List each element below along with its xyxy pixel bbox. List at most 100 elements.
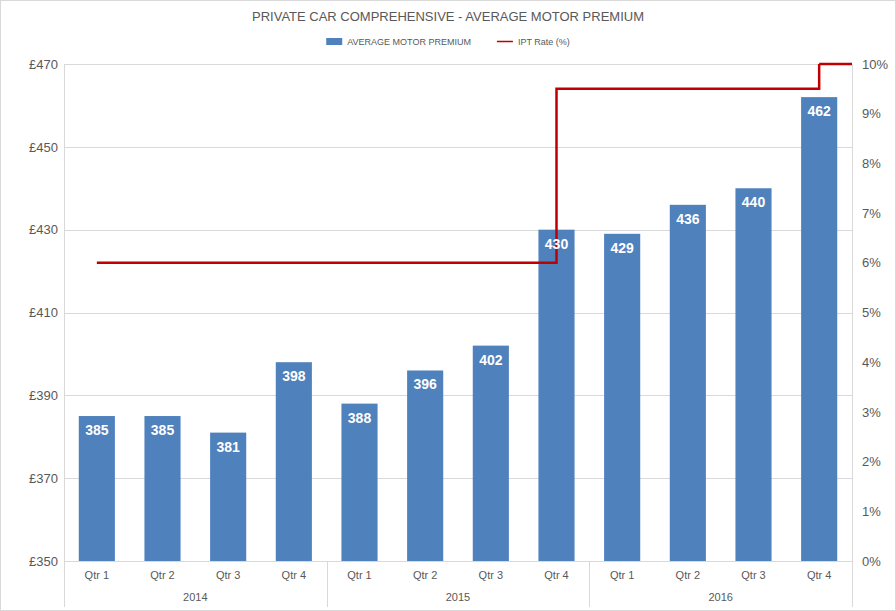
- x-tick: Qtr 2: [413, 561, 437, 581]
- y2-tick-label: 8%: [862, 156, 881, 171]
- legend-item: IPT Rate (%): [497, 37, 570, 47]
- x-tick: Qtr 1: [610, 561, 634, 581]
- grid-line: [64, 478, 852, 479]
- x-tick: Qtr 4: [807, 561, 831, 581]
- bar: [79, 416, 115, 561]
- data-label: 429: [610, 240, 634, 256]
- bar: [538, 230, 574, 561]
- legend-swatch: [326, 38, 342, 45]
- x-tick: Qtr 1: [347, 561, 371, 581]
- chart-border: [1, 1, 896, 611]
- bar: [276, 362, 312, 561]
- y-tick: £430: [29, 222, 64, 237]
- y2-tick-label: 10%: [862, 57, 888, 72]
- data-label: 388: [348, 410, 372, 426]
- x-tick-label: Qtr 2: [413, 569, 437, 581]
- legend-label: AVERAGE MOTOR PREMIUM: [347, 37, 471, 47]
- grid-line: [64, 147, 852, 148]
- x-tick-label: Qtr 1: [610, 569, 634, 581]
- x-tick: Qtr 4: [544, 561, 568, 581]
- y-tick-label: £410: [29, 305, 58, 320]
- y2-tick-label: 4%: [862, 355, 881, 370]
- y-tick: £370: [29, 471, 64, 486]
- x-tick-label: Qtr 4: [282, 569, 306, 581]
- legend: AVERAGE MOTOR PREMIUM IPT Rate (%): [326, 37, 570, 47]
- bar: [801, 97, 837, 561]
- x-tick: Qtr 2: [676, 561, 700, 581]
- y2-tick: 8%: [852, 156, 881, 171]
- y2-tick-label: 3%: [862, 405, 881, 420]
- y2-tick: 9%: [852, 106, 881, 121]
- y2-tick: 5%: [852, 305, 881, 320]
- x-tick-label: Qtr 2: [150, 569, 174, 581]
- data-label: 398: [282, 368, 306, 384]
- y-tick: £350: [29, 554, 64, 569]
- group-separator: [589, 561, 590, 607]
- grid-line: [64, 561, 852, 562]
- data-label: 396: [413, 376, 437, 392]
- y-tick-label: £430: [29, 222, 58, 237]
- bar: [735, 188, 771, 561]
- y2-axis-line: [852, 65, 853, 562]
- grid-line: [64, 395, 852, 396]
- x-tick: Qtr 3: [479, 561, 503, 581]
- line: [97, 64, 819, 263]
- x-tick: Qtr 4: [282, 561, 306, 581]
- y2-tick: 7%: [852, 206, 881, 221]
- x-tick-label: Qtr 3: [479, 569, 503, 581]
- y2-tick-label: 7%: [862, 206, 881, 221]
- x-tick-label: Qtr 1: [85, 569, 109, 581]
- data-label: 385: [85, 422, 109, 438]
- y-tick: £410: [29, 305, 64, 320]
- y-tick-label: £390: [29, 388, 58, 403]
- legend-item: AVERAGE MOTOR PREMIUM: [326, 37, 471, 47]
- legend-label: IPT Rate (%): [518, 37, 570, 47]
- x-tick: Qtr 3: [741, 561, 765, 581]
- x-tick-label: Qtr 3: [741, 569, 765, 581]
- group-label: 2015: [446, 591, 470, 603]
- bar: [144, 416, 180, 561]
- grid-line: [64, 313, 852, 314]
- grid: [64, 65, 852, 562]
- y2-tick-label: 5%: [862, 305, 881, 320]
- y2-tick: 0%: [852, 554, 881, 569]
- x-tick: Qtr 1: [85, 561, 109, 581]
- x-axis: Qtr 1 Qtr 2 Qtr 3 Qtr 4 Qtr 1 Qtr 2 Qtr 3 Qtr 4…: [65, 561, 853, 581]
- plot-area: [79, 64, 852, 561]
- group-separator: [852, 561, 853, 607]
- y2-tick-label: 6%: [862, 255, 881, 270]
- grid-line: [64, 64, 852, 65]
- group-label: 2016: [708, 591, 732, 603]
- x-tick-label: Qtr 4: [544, 569, 568, 581]
- group-label: 2014: [183, 591, 207, 603]
- y-axis: £350 £370 £390 £410 £430 £450 £470: [29, 57, 64, 569]
- y-axis-line: [64, 65, 65, 562]
- x-tick-label: Qtr 4: [807, 569, 831, 581]
- x-tick: Qtr 2: [150, 561, 174, 581]
- y2-axis: 0%1%2%3%4%5%6%7%8%9%10%: [852, 57, 888, 569]
- x-axis-line: [65, 561, 853, 562]
- y-tick-label: £450: [29, 139, 58, 154]
- grid-line: [64, 230, 852, 231]
- y-tick: £390: [29, 388, 64, 403]
- y-tick-label: £350: [29, 554, 58, 569]
- y2-tick: 2%: [852, 454, 881, 469]
- group-separator: [327, 561, 328, 607]
- x-tick-label: Qtr 3: [216, 569, 240, 581]
- line-tail: [819, 63, 852, 66]
- data-label: 436: [676, 211, 700, 227]
- x-tick-label: Qtr 1: [347, 569, 371, 581]
- category-groups: 2014 2015 2016: [65, 561, 853, 607]
- y2-tick: 4%: [852, 355, 881, 370]
- data-label: 385: [151, 422, 175, 438]
- y-tick-label: £470: [29, 57, 58, 72]
- data-label: 462: [807, 103, 831, 119]
- group-separator: [64, 561, 65, 607]
- legend-swatch: [497, 41, 513, 43]
- data-label: 381: [216, 439, 240, 455]
- y2-tick: 6%: [852, 255, 881, 270]
- y2-tick: 10%: [852, 57, 888, 72]
- chart: £350£370£390£410£430£450£4700%1%2%3%4%5%…: [0, 0, 896, 611]
- x-tick-label: Qtr 2: [676, 569, 700, 581]
- bar: [407, 370, 443, 561]
